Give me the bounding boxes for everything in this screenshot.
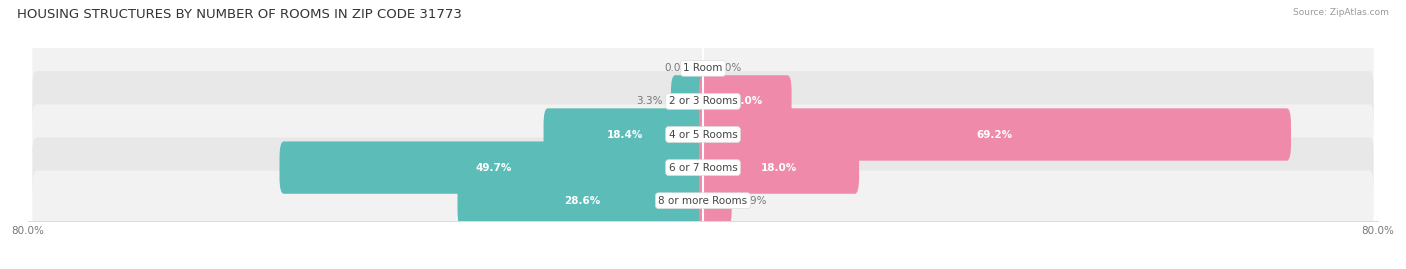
- Text: 2.9%: 2.9%: [740, 196, 766, 206]
- FancyBboxPatch shape: [699, 108, 1291, 161]
- Text: 3.3%: 3.3%: [636, 96, 662, 107]
- Text: 18.0%: 18.0%: [761, 162, 797, 173]
- FancyBboxPatch shape: [457, 175, 707, 227]
- FancyBboxPatch shape: [671, 75, 707, 128]
- FancyBboxPatch shape: [280, 141, 707, 194]
- Text: 2 or 3 Rooms: 2 or 3 Rooms: [669, 96, 737, 107]
- Text: 6 or 7 Rooms: 6 or 7 Rooms: [669, 162, 737, 173]
- Text: 49.7%: 49.7%: [475, 162, 512, 173]
- FancyBboxPatch shape: [544, 108, 707, 161]
- Text: 18.4%: 18.4%: [607, 129, 644, 140]
- Text: 10.0%: 10.0%: [727, 96, 763, 107]
- FancyBboxPatch shape: [699, 141, 859, 194]
- FancyBboxPatch shape: [699, 75, 792, 128]
- Text: 4 or 5 Rooms: 4 or 5 Rooms: [669, 129, 737, 140]
- Text: 0.0%: 0.0%: [716, 63, 742, 73]
- FancyBboxPatch shape: [32, 137, 1374, 198]
- FancyBboxPatch shape: [32, 38, 1374, 98]
- Text: 1 Room: 1 Room: [683, 63, 723, 73]
- FancyBboxPatch shape: [32, 71, 1374, 132]
- Text: 28.6%: 28.6%: [564, 196, 600, 206]
- Text: 69.2%: 69.2%: [977, 129, 1012, 140]
- Text: HOUSING STRUCTURES BY NUMBER OF ROOMS IN ZIP CODE 31773: HOUSING STRUCTURES BY NUMBER OF ROOMS IN…: [17, 8, 461, 21]
- FancyBboxPatch shape: [32, 171, 1374, 231]
- Text: 0.0%: 0.0%: [664, 63, 690, 73]
- Text: Source: ZipAtlas.com: Source: ZipAtlas.com: [1294, 8, 1389, 17]
- Text: 8 or more Rooms: 8 or more Rooms: [658, 196, 748, 206]
- FancyBboxPatch shape: [32, 104, 1374, 165]
- FancyBboxPatch shape: [699, 175, 731, 227]
